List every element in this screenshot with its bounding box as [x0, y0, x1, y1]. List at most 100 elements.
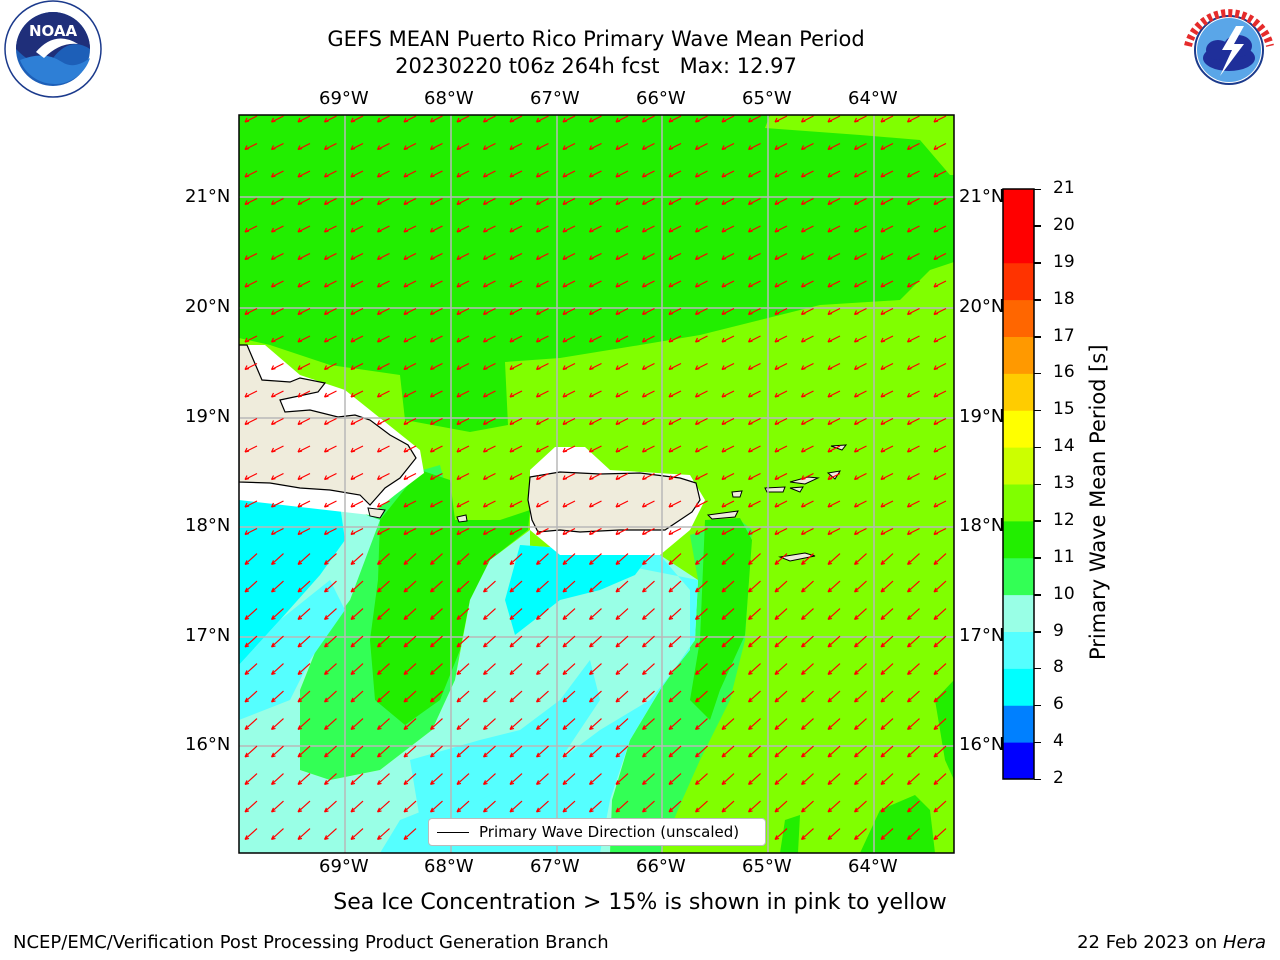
wave-arrow: [906, 800, 920, 813]
wave-arrow: [482, 362, 496, 371]
wave-arrow: [323, 335, 337, 343]
wave-arrow: [403, 390, 417, 398]
wave-arrow: [694, 197, 708, 206]
wave-arrow: [535, 170, 549, 178]
wave-arrow: [456, 197, 470, 206]
wave-arrow: [615, 663, 629, 675]
wave-arrow: [641, 362, 655, 371]
wave-arrow: [403, 362, 417, 371]
wave-arrow: [641, 745, 655, 758]
wave-arrow: [800, 745, 814, 758]
wave-arrow: [747, 500, 761, 508]
wave-arrow: [244, 142, 258, 151]
wave-arrow: [350, 773, 364, 785]
map-legend: Primary Wave Direction (unscaled): [428, 818, 766, 846]
wave-arrow: [641, 197, 655, 206]
wave-arrow: [668, 252, 682, 261]
wave-arrow: [350, 580, 364, 593]
wave-arrow: [482, 608, 496, 620]
wave-arrow: [694, 417, 708, 426]
wave-arrow: [403, 527, 417, 536]
wave-arrow: [535, 800, 549, 813]
wave-arrow: [482, 635, 496, 648]
wave-arrow: [853, 800, 867, 813]
wave-arrow: [933, 800, 947, 813]
wave-arrow: [694, 690, 708, 703]
colorbar-cell: [1003, 447, 1034, 485]
wave-arrow: [747, 773, 761, 785]
wave-arrow: [562, 472, 576, 481]
lon-tick-bottom: 64°W: [848, 856, 898, 877]
wave-arrow: [853, 663, 867, 675]
wave-arrow: [482, 472, 496, 481]
lon-tick-top: 66°W: [636, 88, 686, 109]
wave-arrow: [641, 115, 655, 123]
wave-arrow: [297, 252, 311, 261]
wave-arrow: [403, 445, 417, 453]
wave-arrow: [376, 745, 390, 758]
wave-arrow: [429, 690, 443, 703]
wave-arrow: [641, 252, 655, 261]
wave-arrow: [270, 445, 284, 453]
wave-arrow: [562, 142, 576, 151]
wave-arrow: [535, 745, 549, 758]
wave-arrow: [350, 362, 364, 371]
lat-tick-right: 19°N: [959, 406, 1005, 427]
wave-arrow: [323, 472, 337, 481]
wave-arrow: [827, 472, 841, 481]
wave-arrow: [350, 417, 364, 426]
wave-arrow: [721, 417, 735, 426]
wave-arrow: [588, 307, 602, 316]
wave-arrow: [774, 445, 788, 453]
wave-arrow: [668, 553, 682, 565]
wave-arrow: [456, 142, 470, 151]
wave-arrow: [509, 307, 523, 316]
wave-arrow: [535, 417, 549, 426]
wave-arrow: [721, 663, 735, 675]
lat-tick-left: 16°N: [185, 734, 231, 755]
wave-arrow: [509, 197, 523, 206]
wave-arrow: [827, 335, 841, 343]
wave-arrow: [297, 142, 311, 151]
wave-arrow: [774, 527, 788, 536]
wave-arrow: [403, 280, 417, 288]
wave-arrow: [641, 527, 655, 536]
wave-arrow: [721, 445, 735, 453]
wave-arrow: [244, 472, 258, 481]
wave-arrow: [721, 580, 735, 593]
wave-arrow: [933, 142, 947, 151]
wave-arrow: [429, 800, 443, 813]
wave-arrow: [403, 663, 417, 675]
wave-arrow: [827, 828, 841, 840]
lon-tick-bottom: 68°W: [424, 856, 474, 877]
wave-arrow: [694, 390, 708, 398]
wave-arrow: [376, 663, 390, 675]
wave-arrow: [562, 690, 576, 703]
wave-arrow: [509, 417, 523, 426]
wave-arrow: [641, 608, 655, 620]
wave-arrow: [588, 663, 602, 675]
wave-arrow: [747, 142, 761, 151]
wave-arrow: [933, 417, 947, 426]
wave-arrow: [827, 280, 841, 288]
wave-arrow: [376, 553, 390, 565]
wave-arrow: [297, 115, 311, 123]
wave-arrow: [933, 390, 947, 398]
lon-tick-top: 68°W: [424, 88, 474, 109]
wave-arrow: [933, 445, 947, 453]
wave-arrow: [376, 828, 390, 840]
wave-arrow: [747, 307, 761, 316]
wave-arrow: [641, 718, 655, 730]
colorbar-tick: [1034, 741, 1041, 744]
wave-arrow: [270, 472, 284, 481]
lon-tick-top: 67°W: [530, 88, 580, 109]
wave-arrow: [562, 500, 576, 508]
wave-arrow: [403, 115, 417, 123]
wave-arrow: [774, 252, 788, 261]
wave-arrow: [694, 170, 708, 178]
wave-arrow: [562, 527, 576, 536]
wave-arrow: [456, 663, 470, 675]
wave-arrow: [906, 773, 920, 785]
wave-arrow: [827, 142, 841, 151]
wave-arrow: [615, 773, 629, 785]
